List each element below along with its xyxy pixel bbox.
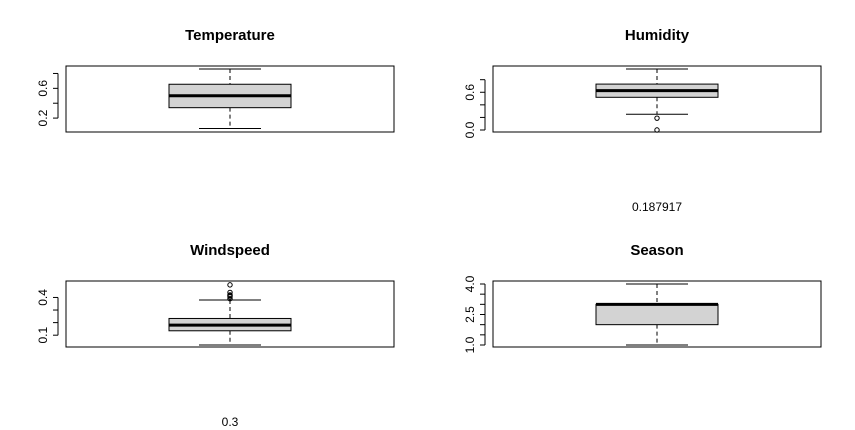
iqr-box (595, 303, 719, 326)
outlier-point (654, 127, 660, 133)
outlier-point (227, 296, 233, 302)
panel-title: Windspeed (190, 242, 270, 259)
y-tick-label: 4.0 (463, 275, 477, 292)
y-tick-label: 0.6 (463, 84, 477, 101)
panel-title: Season (630, 242, 683, 259)
outlier-point (227, 289, 233, 296)
plot-frame (65, 280, 395, 348)
y-tick-label: 0.2 (36, 109, 50, 126)
y-tick-label: 0.1 (36, 327, 50, 344)
y-tick-label: 0.6 (36, 80, 50, 97)
boxplot-panel-2: Windspeed 0.1 0.4 0.3 (36, 242, 395, 429)
plot-frame (492, 280, 822, 348)
boxplot-panel-0: Temperature 0.2 0.6 (36, 27, 395, 133)
value-annotation: 0.187917 (632, 200, 682, 214)
outlier-point (227, 282, 233, 288)
panel-title: Humidity (625, 27, 690, 44)
outlier-point (654, 115, 660, 121)
y-tick-label: 0.0 (463, 121, 477, 138)
y-tick-label: 0.4 (36, 289, 50, 306)
panel-title: Temperature (185, 27, 275, 44)
plot-frame (65, 65, 395, 133)
outlier-point (227, 292, 233, 298)
value-annotation: 0.3 (222, 415, 239, 429)
boxplot-panel-1: Humidity 0.0 0.6 0.187917 (463, 27, 822, 214)
boxplot-panel-3: Season 1.0 2.5 4.0 (463, 242, 822, 353)
y-tick-label: 2.5 (463, 306, 477, 323)
y-tick-label: 1.0 (463, 336, 477, 353)
